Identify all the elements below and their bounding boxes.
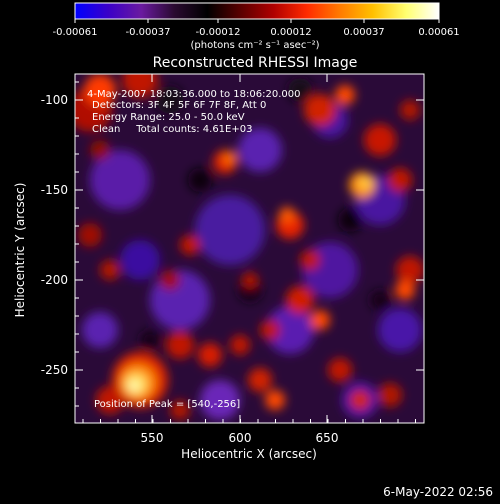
emission-blob xyxy=(335,85,355,105)
emission-blob xyxy=(350,390,370,410)
emission-map xyxy=(75,74,424,420)
emission-blob xyxy=(150,270,210,330)
emission-blob xyxy=(90,150,150,210)
colorbar-tick-label: 0.00037 xyxy=(343,27,384,38)
emission-blob xyxy=(82,312,118,348)
emission-blob xyxy=(96,386,124,414)
info-detectors: Detectors: 3F 4F 5F 6F 7F 8F, Att 0 xyxy=(92,100,266,111)
info-time-range: 4-May-2007 18:03:36.000 to 18:06:20.000 xyxy=(87,89,300,100)
emission-blob xyxy=(265,390,285,410)
emission-blob xyxy=(238,128,282,172)
colorbar-ticks: -0.00061 -0.00037 -0.00012 0.00012 0.00037 0.… xyxy=(53,19,460,38)
emission-blob xyxy=(288,78,312,102)
y-tick-label: -250 xyxy=(41,363,68,377)
colorbar-tick-label: -0.00061 xyxy=(53,27,98,38)
emission-blob xyxy=(100,260,120,280)
emission-blob xyxy=(120,240,160,280)
y-tick-label: -150 xyxy=(41,183,68,197)
y-axis-ticks: -100 -150 -200 -250 xyxy=(41,81,424,407)
emission-blob xyxy=(198,343,222,367)
emission-blob xyxy=(122,74,158,98)
emission-blob xyxy=(129,381,139,391)
emission-blob xyxy=(310,310,330,330)
emission-blob xyxy=(223,151,237,165)
emission-blob xyxy=(180,235,200,255)
emission-blob xyxy=(370,290,390,310)
emission-blob xyxy=(300,250,320,270)
emission-blob xyxy=(188,168,212,192)
x-axis-label: Heliocentric X (arcsec) xyxy=(181,447,317,461)
colorbar-tick-label: -0.00037 xyxy=(126,27,171,38)
info-energy: Energy Range: 25.0 - 50.0 keV xyxy=(92,112,245,123)
emission-blob xyxy=(338,208,362,232)
solar-image xyxy=(75,74,424,423)
emission-blob xyxy=(328,358,352,382)
plot-frame xyxy=(74,73,425,424)
emission-blob xyxy=(358,176,372,190)
emission-blob xyxy=(156,86,184,114)
colorbar-tick-label: 0.00012 xyxy=(270,27,311,38)
peak-position: Position of Peak = [540,-256] xyxy=(94,399,240,410)
emission-blob xyxy=(304,94,336,126)
emission-blob xyxy=(378,383,402,407)
colorbar: -0.00061 -0.00037 -0.00012 0.00012 0.00037 0.… xyxy=(53,2,460,51)
emission-blob xyxy=(90,140,110,160)
y-tick-label: -100 xyxy=(41,93,68,107)
emission-blob xyxy=(166,331,194,359)
emission-blob xyxy=(396,256,424,284)
info-clean-counts: Clean Total counts: 4.61E+03 xyxy=(92,124,252,135)
x-tick-label: 650 xyxy=(316,431,339,445)
image-title: Reconstructed RHESSI Image xyxy=(153,55,358,71)
colorbar-tick-label: 0.00061 xyxy=(418,27,459,38)
colorbar-units: (photons cm⁻² s⁻¹ asec⁻²) xyxy=(190,40,319,51)
emission-blob xyxy=(286,286,314,314)
emission-blob xyxy=(200,380,240,420)
x-tick-label: 600 xyxy=(229,431,252,445)
emission-blob xyxy=(395,280,415,300)
emission-blob xyxy=(388,168,412,192)
emission-blob xyxy=(230,335,250,355)
emission-blob xyxy=(195,195,265,265)
x-axis-ticks: 550 600 650 xyxy=(82,74,416,445)
emission-blob xyxy=(242,272,258,288)
colorbar-bar xyxy=(74,2,440,20)
emission-blob xyxy=(364,124,396,156)
emission-blob xyxy=(266,306,314,354)
emission-blob xyxy=(170,400,190,420)
emission-blob xyxy=(400,100,420,120)
y-tick-label: -200 xyxy=(41,273,68,287)
colorbar-tick-label: -0.00012 xyxy=(196,27,241,38)
emission-blob xyxy=(160,270,180,290)
emission-blob xyxy=(78,223,102,247)
emission-blob xyxy=(140,330,160,350)
info-overlay: 4-May-2007 18:03:36.000 to 18:06:20.000 … xyxy=(87,89,300,410)
emission-blob xyxy=(260,320,280,340)
emission-blob xyxy=(84,74,116,106)
footer-date: 6-May-2022 02:56 xyxy=(383,485,493,499)
emission-blob xyxy=(378,308,422,352)
emission-blob xyxy=(248,368,272,392)
y-axis-label: Heliocentric Y (arcsec) xyxy=(13,183,27,318)
emission-blob xyxy=(279,207,295,223)
x-tick-label: 550 xyxy=(141,431,164,445)
